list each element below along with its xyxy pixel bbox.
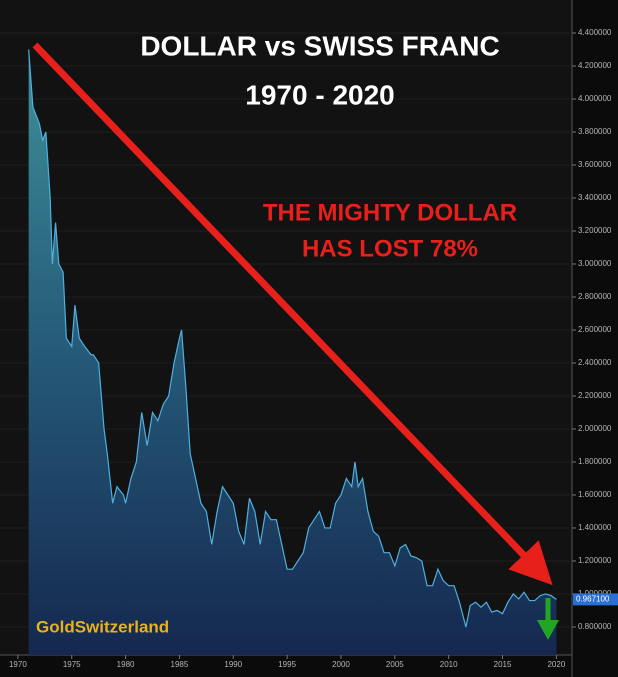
x-tick-label: 1975 <box>63 660 81 669</box>
x-tick-label: 2000 <box>332 660 350 669</box>
y-tick-label: 4.000000 <box>578 94 612 103</box>
last-price-box <box>573 593 618 606</box>
y-tick-label: 3.000000 <box>578 259 612 268</box>
x-tick-label: 1985 <box>171 660 189 669</box>
green-arrow-head <box>537 620 559 640</box>
x-tick-label: 2020 <box>547 660 565 669</box>
y-tick-label: 1.800000 <box>578 457 612 466</box>
y-tick-label: 1.200000 <box>578 556 612 565</box>
y-tick-label: 0.800000 <box>578 622 612 631</box>
y-tick-label: 1.400000 <box>578 523 612 532</box>
x-tick-label: 1995 <box>278 660 296 669</box>
x-tick-label: 2010 <box>440 660 458 669</box>
x-tick-label: 2005 <box>386 660 404 669</box>
y-tick-label: 2.400000 <box>578 358 612 367</box>
y-tick-label: 4.400000 <box>578 28 612 37</box>
area-fill <box>28 49 557 656</box>
y-tick-label: 3.200000 <box>578 226 612 235</box>
y-tick-label: 2.200000 <box>578 391 612 400</box>
last-price-label: 0.967100 <box>576 594 610 603</box>
x-tick-label: 1980 <box>117 660 135 669</box>
chart-title: DOLLAR vs SWISS FRANC <box>140 30 499 61</box>
y-tick-label: 1.600000 <box>578 490 612 499</box>
chart-subtitle: 1970 - 2020 <box>245 79 394 110</box>
y-tick-label: 2.600000 <box>578 325 612 334</box>
y-tick-label: 2.000000 <box>578 424 612 433</box>
y-tick-label: 4.200000 <box>578 61 612 70</box>
y-tick-label: 3.800000 <box>578 127 612 136</box>
watermark: GoldSwitzerland <box>36 617 169 636</box>
y-tick-label: 3.400000 <box>578 193 612 202</box>
x-tick-label: 2015 <box>494 660 512 669</box>
line <box>28 49 557 628</box>
annotation: HAS LOST 78% <box>302 235 478 262</box>
x-tick-label: 1970 <box>9 660 27 669</box>
y-tick-label: 2.800000 <box>578 292 612 301</box>
red-arrow <box>32 42 553 586</box>
annotation: THE MIGHTY DOLLAR <box>263 199 517 226</box>
y-tick-label: 3.600000 <box>578 160 612 169</box>
x-tick-label: 1990 <box>224 660 242 669</box>
